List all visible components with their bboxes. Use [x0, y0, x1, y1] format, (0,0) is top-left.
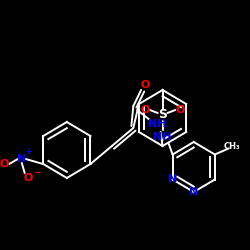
Text: O: O	[0, 159, 9, 169]
Text: O: O	[140, 80, 150, 90]
Text: O: O	[24, 173, 33, 183]
Text: S: S	[158, 108, 167, 122]
Text: +: +	[25, 148, 32, 156]
Text: CH₃: CH₃	[224, 142, 241, 151]
Text: O: O	[176, 105, 185, 115]
Text: O: O	[140, 105, 150, 115]
Text: NH: NH	[148, 119, 167, 129]
Text: N: N	[189, 187, 198, 197]
Text: −: −	[33, 168, 40, 177]
Text: NH: NH	[153, 132, 172, 142]
Text: N: N	[17, 154, 26, 164]
Text: N: N	[168, 174, 177, 184]
